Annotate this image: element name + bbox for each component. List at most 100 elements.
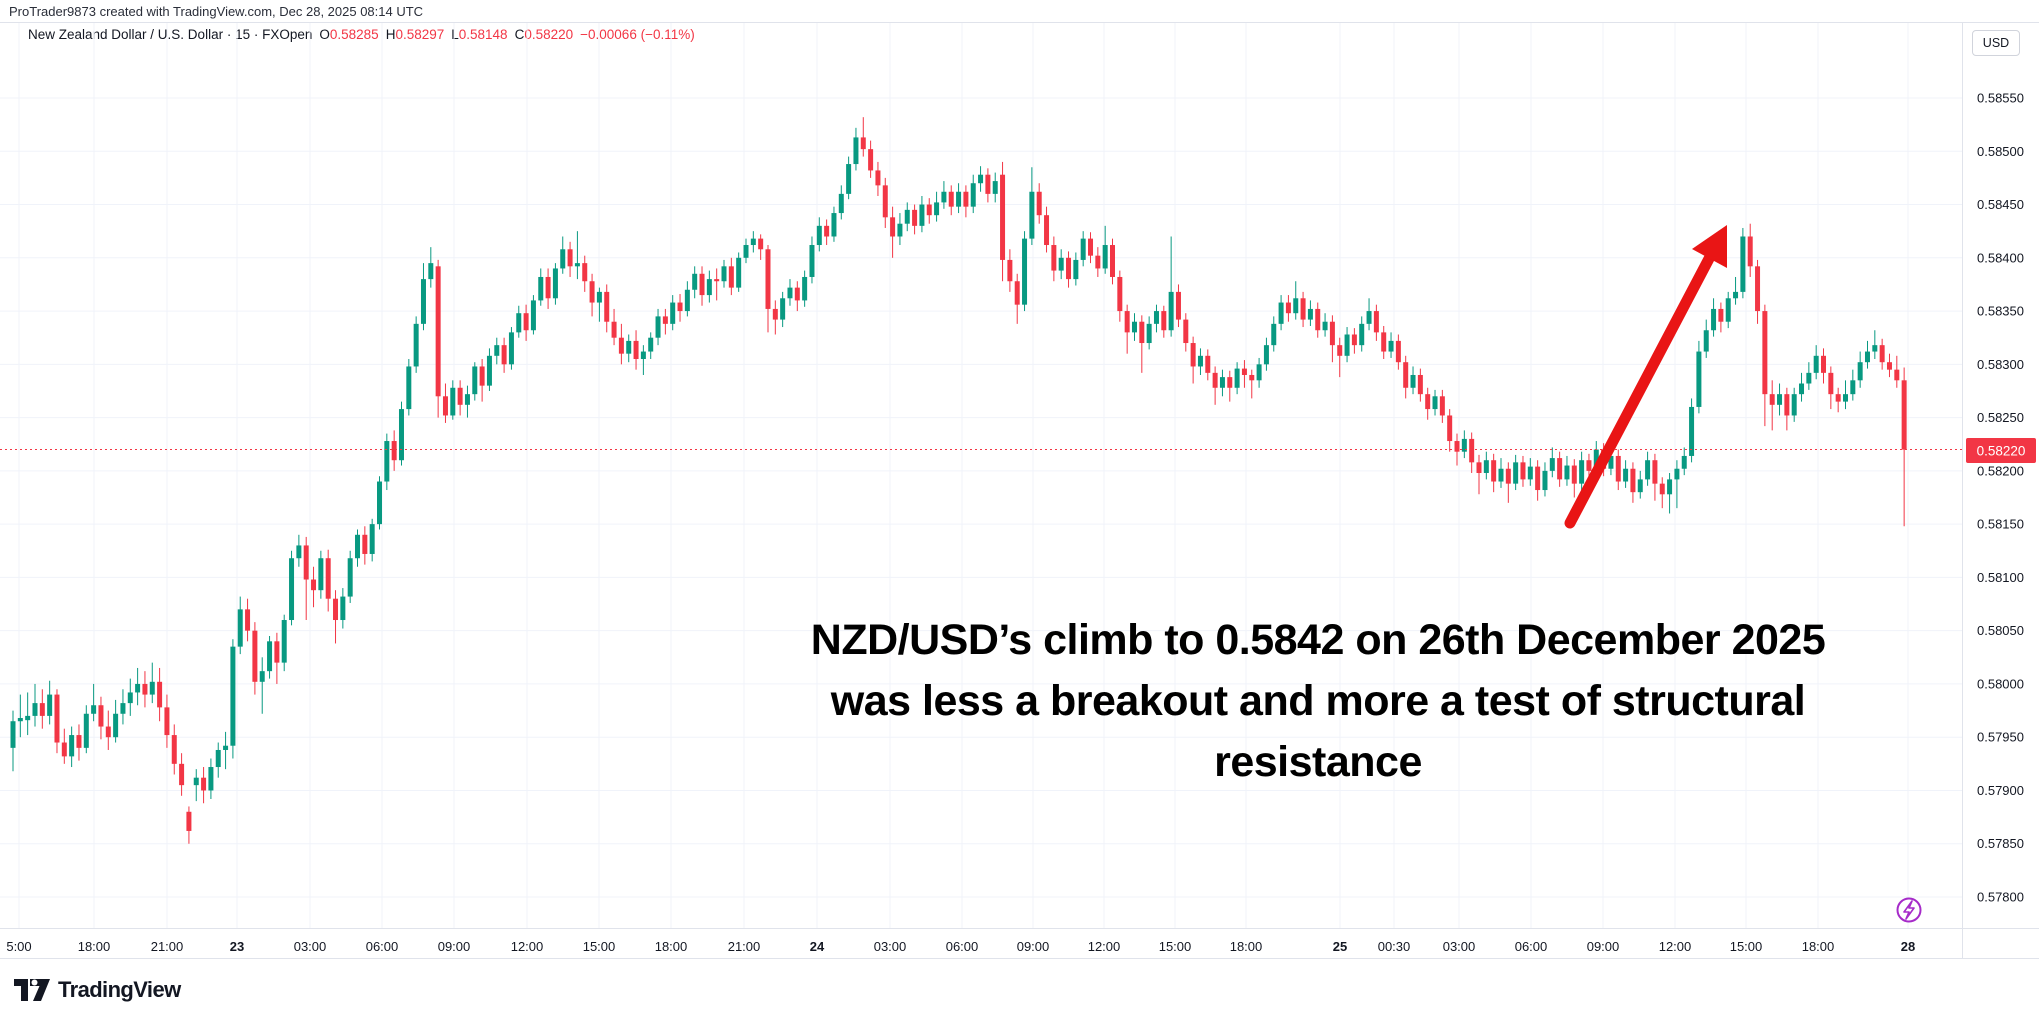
candle-body — [237, 609, 243, 647]
candle-body — [1139, 321, 1145, 344]
candle-body — [692, 273, 698, 290]
candle-body — [1447, 415, 1453, 442]
time-tick-label: 03:00 — [294, 939, 327, 954]
time-tick-label: 25 — [1333, 939, 1347, 954]
candle-body — [1315, 308, 1321, 331]
candle-body — [1432, 396, 1438, 410]
footer-brand[interactable]: TradingView — [14, 977, 181, 1003]
candle-body — [1212, 372, 1218, 388]
candle-body — [1285, 302, 1291, 314]
candle-body — [1711, 308, 1717, 331]
candle-body — [1124, 311, 1130, 333]
lightning-circle-icon[interactable] — [1896, 897, 1922, 923]
candle-body — [347, 558, 353, 597]
time-tick-label: 18:00 — [655, 939, 688, 954]
candle-body — [1747, 236, 1753, 267]
candle-body — [1263, 345, 1269, 365]
candle-body — [1029, 191, 1035, 239]
price-tick-label: 0.58050 — [1977, 623, 2024, 638]
candle-body — [1307, 308, 1313, 320]
candle-body — [904, 209, 910, 224]
candle-body — [809, 245, 815, 277]
candle-body — [274, 641, 280, 663]
price-tick-label: 0.58100 — [1977, 570, 2024, 585]
candle-body — [25, 715, 31, 721]
candle-body — [611, 321, 617, 338]
candle-body — [1161, 311, 1167, 331]
candle-body — [32, 703, 38, 716]
candle-body — [963, 191, 969, 207]
candle-body — [1219, 377, 1225, 388]
candle-body — [699, 273, 705, 296]
time-tick-label: 12:00 — [511, 939, 544, 954]
trend-arrow-head[interactable] — [1692, 225, 1727, 268]
price-axis-border — [1962, 22, 1963, 958]
candle-body — [1395, 340, 1401, 363]
candle-body — [648, 337, 654, 352]
price-tick-label: 0.58300 — [1977, 357, 2024, 372]
candle-body — [1681, 455, 1687, 469]
candle-body — [721, 266, 727, 282]
candle-body — [582, 263, 588, 282]
candle-body — [560, 249, 566, 269]
candle-body — [941, 191, 947, 203]
candle-body — [919, 204, 925, 226]
header-divider — [0, 22, 2039, 23]
candle-body — [1659, 483, 1665, 495]
time-tick-label: 09:00 — [1017, 939, 1050, 954]
candle-body — [750, 238, 756, 246]
candle-body — [1821, 355, 1827, 373]
candle-body — [992, 181, 998, 194]
candle-body — [127, 692, 133, 704]
candle-body — [1256, 364, 1262, 381]
candle-body — [868, 149, 874, 171]
time-tick-label: 06:00 — [946, 939, 979, 954]
tradingview-logo-icon — [14, 978, 50, 1001]
candle-body — [1461, 438, 1467, 452]
candle-body — [1872, 345, 1878, 352]
candle-body — [794, 287, 800, 301]
candle-body — [1153, 311, 1159, 324]
candle-body — [626, 340, 632, 354]
candle-body — [479, 366, 485, 386]
candle-body — [171, 735, 177, 764]
candle-body — [398, 409, 404, 461]
candle-body — [1674, 468, 1680, 480]
candle-body — [486, 355, 492, 386]
time-tick-label: 18:00 — [1802, 939, 1835, 954]
candle-body — [1689, 406, 1695, 456]
candle-body — [1351, 334, 1357, 346]
annotation-text[interactable]: NZD/USD’s climb to 0.5842 on 26th Decemb… — [728, 610, 1908, 793]
candle-body — [1777, 394, 1783, 405]
candle-body — [193, 777, 199, 786]
candle-body — [318, 558, 324, 591]
candle-body — [1615, 455, 1621, 482]
candle-body — [1593, 449, 1599, 471]
candle-body — [1403, 362, 1409, 388]
candle-body — [545, 276, 551, 299]
currency-badge[interactable]: USD — [1972, 30, 2020, 56]
symbol-legend[interactable]: New Zealand Dollar / U.S. Dollar · 15 · … — [28, 27, 695, 42]
trend-arrow-shaft[interactable] — [1564, 247, 1718, 529]
candle-body — [728, 266, 734, 288]
candle-body — [1022, 238, 1028, 305]
candle-body — [1513, 462, 1519, 484]
ohlc-values: O0.58285 H0.58297 L0.58148 C0.58220 — [312, 27, 573, 42]
candle-body — [662, 316, 668, 324]
candle-body — [1088, 238, 1094, 256]
candle-body — [1527, 466, 1533, 480]
candle-body — [824, 225, 830, 237]
candle-body — [377, 481, 382, 525]
candle-body — [149, 681, 155, 695]
symbol-title[interactable]: New Zealand Dollar / U.S. Dollar · 15 · … — [28, 27, 313, 42]
change-value: −0.00066 (−0.11%) — [580, 27, 695, 42]
price-tick-label: 0.58450 — [1977, 197, 2024, 212]
candle-body — [296, 545, 302, 559]
candle-body — [1579, 460, 1585, 484]
candle-body — [1080, 238, 1086, 260]
candle-body — [765, 249, 771, 309]
candle-body — [1535, 466, 1541, 491]
candle-body — [1095, 255, 1101, 269]
